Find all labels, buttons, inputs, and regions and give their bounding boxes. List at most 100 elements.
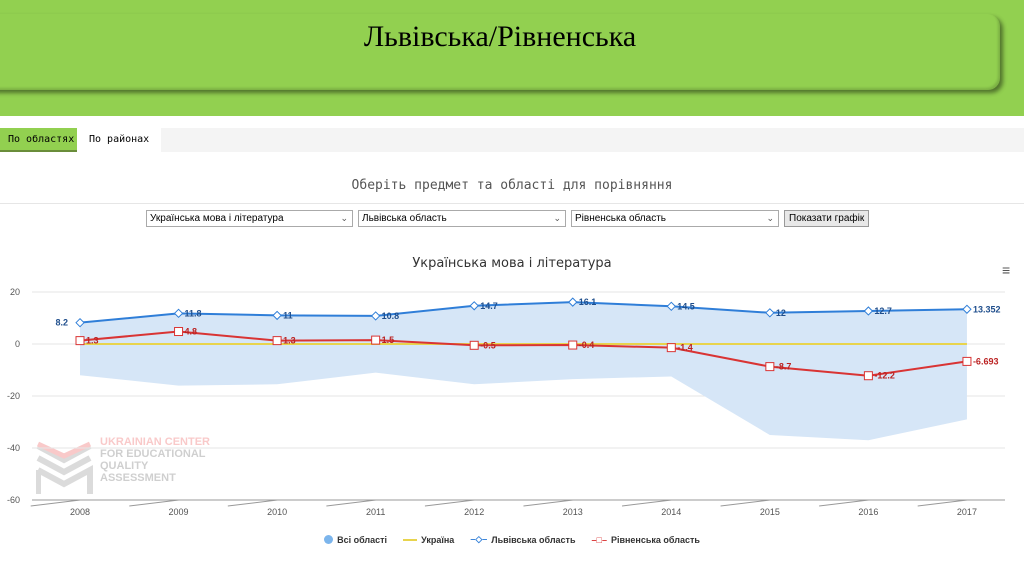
x-tick-label: 2013 bbox=[563, 507, 583, 517]
title-box bbox=[0, 14, 1000, 90]
x-tick-label: 2011 bbox=[366, 507, 385, 517]
data-label-rivne: -0.4 bbox=[579, 340, 595, 350]
point-rivne bbox=[962, 356, 972, 366]
point-rivne bbox=[174, 327, 184, 337]
x-tick bbox=[326, 499, 376, 507]
subject-select[interactable]: Українська мова і література ⌄ bbox=[146, 210, 353, 227]
watermark-text: UKRAINIAN CENTER bbox=[100, 436, 210, 448]
data-label-lviv: 11 bbox=[283, 310, 293, 320]
data-label-lviv: 16.1 bbox=[579, 297, 597, 307]
diamond-line-icon: –◇– bbox=[470, 534, 488, 544]
data-label-rivne: -12.2 bbox=[874, 371, 895, 381]
point-rivne bbox=[272, 336, 282, 346]
x-tick bbox=[917, 499, 968, 507]
title-banner: Львівська/Рівненська bbox=[0, 0, 1024, 116]
data-label-lviv: 11.8 bbox=[185, 308, 202, 318]
x-tick bbox=[30, 499, 81, 507]
range-area-all-oblasts bbox=[80, 302, 967, 441]
x-tick-label: 2010 bbox=[267, 507, 287, 517]
watermark-text: FOR EDUCATIONAL bbox=[100, 448, 206, 460]
legend-rivne[interactable]: –□– Рівненська область bbox=[592, 534, 700, 545]
x-tick-label: 2009 bbox=[169, 507, 189, 517]
square-line-icon: –□– bbox=[591, 534, 607, 545]
chevron-down-icon: ⌄ bbox=[766, 213, 774, 223]
legend-label: Рівненська область bbox=[610, 534, 700, 545]
data-label-rivne: 1.5 bbox=[382, 335, 395, 345]
y-tick-label: -20 bbox=[7, 391, 20, 401]
watermark-text: QUALITY bbox=[100, 460, 149, 472]
x-tick bbox=[621, 499, 672, 507]
show-chart-button[interactable]: Показати графік bbox=[784, 210, 870, 227]
legend-lviv[interactable]: –◇– Львівська область bbox=[470, 534, 575, 545]
point-lviv bbox=[173, 308, 184, 319]
point-lviv bbox=[568, 297, 578, 307]
x-tick bbox=[129, 499, 179, 507]
divider bbox=[0, 203, 1024, 204]
point-rivne bbox=[75, 336, 85, 346]
data-label-rivne: 1.3 bbox=[283, 336, 296, 346]
line-icon bbox=[403, 538, 418, 541]
point-rivne bbox=[666, 343, 676, 353]
prompt-heading: Оберіть предмет та області для порівнянн… bbox=[351, 178, 673, 193]
y-tick-label: 20 bbox=[10, 287, 20, 297]
tab-by-oblast[interactable]: По областях bbox=[0, 128, 83, 152]
data-label-lviv: 8.2 bbox=[55, 318, 68, 328]
legend-all-oblasts[interactable]: Всі області bbox=[324, 534, 387, 545]
legend: Всі області Україна –◇– Львівська область… bbox=[0, 534, 1024, 545]
legend-label: Львівська область bbox=[491, 534, 576, 545]
circle-icon bbox=[324, 535, 334, 544]
data-label-lviv: 12 bbox=[776, 308, 786, 318]
data-label-rivne: -0.5 bbox=[480, 340, 496, 350]
tab-bar: По областях По районах bbox=[0, 128, 1024, 152]
data-label-lviv: 14.7 bbox=[480, 301, 498, 311]
data-label-lviv: 10.8 bbox=[382, 311, 400, 321]
data-label-rivne: -1.4 bbox=[677, 343, 693, 353]
data-label-lviv: 13.352 bbox=[973, 304, 1001, 314]
data-label-rivne: 1.3 bbox=[86, 336, 99, 346]
legend-ukraine[interactable]: Україна bbox=[403, 534, 454, 545]
x-tick-label: 2012 bbox=[464, 507, 484, 517]
point-lviv bbox=[666, 301, 677, 312]
region2-value: Рівненська область bbox=[575, 213, 666, 224]
data-label-lviv: 12.7 bbox=[874, 306, 892, 316]
x-tick-label: 2016 bbox=[858, 507, 878, 517]
point-rivne bbox=[568, 340, 578, 350]
y-tick-label: -40 bbox=[7, 443, 20, 453]
line-rivne bbox=[79, 330, 968, 377]
legend-label: Всі області bbox=[337, 534, 388, 545]
hamburger-icon[interactable]: ≡ bbox=[1002, 262, 1011, 278]
subject-value: Українська мова і література bbox=[150, 213, 284, 224]
y-tick-label: -60 bbox=[7, 495, 20, 505]
data-label-rivne: 4.8 bbox=[185, 327, 198, 337]
legend-label: Україна bbox=[421, 534, 455, 545]
point-lviv bbox=[370, 311, 381, 321]
chevron-down-icon: ⌄ bbox=[340, 213, 348, 223]
point-lviv bbox=[272, 310, 282, 321]
data-label-lviv: 14.5 bbox=[677, 301, 695, 311]
point-lviv bbox=[469, 301, 479, 311]
point-lviv bbox=[962, 304, 972, 314]
x-tick bbox=[227, 499, 278, 507]
region1-value: Львівська область bbox=[362, 213, 447, 224]
x-tick bbox=[523, 499, 574, 507]
tab-by-district[interactable]: По районах bbox=[77, 128, 162, 152]
x-tick bbox=[424, 499, 475, 507]
x-tick-label: 2017 bbox=[957, 507, 977, 517]
x-tick bbox=[720, 499, 771, 507]
x-tick-label: 2015 bbox=[760, 507, 780, 517]
point-rivne bbox=[765, 362, 775, 372]
x-tick-label: 2008 bbox=[70, 507, 90, 517]
line-lviv bbox=[79, 301, 967, 324]
point-lviv bbox=[75, 317, 85, 328]
region2-select[interactable]: Рівненська область ⌄ bbox=[571, 210, 779, 227]
point-rivne bbox=[863, 371, 873, 381]
region1-select[interactable]: Львівська область ⌄ bbox=[358, 210, 566, 227]
point-lviv bbox=[765, 308, 775, 318]
data-label-rivne: -8.7 bbox=[776, 362, 792, 372]
chevron-down-icon: ⌄ bbox=[553, 213, 561, 223]
x-tick bbox=[819, 499, 869, 507]
point-lviv bbox=[863, 306, 874, 316]
chart-title: Українська мова і література bbox=[412, 256, 612, 271]
x-tick-label: 2014 bbox=[661, 507, 681, 517]
